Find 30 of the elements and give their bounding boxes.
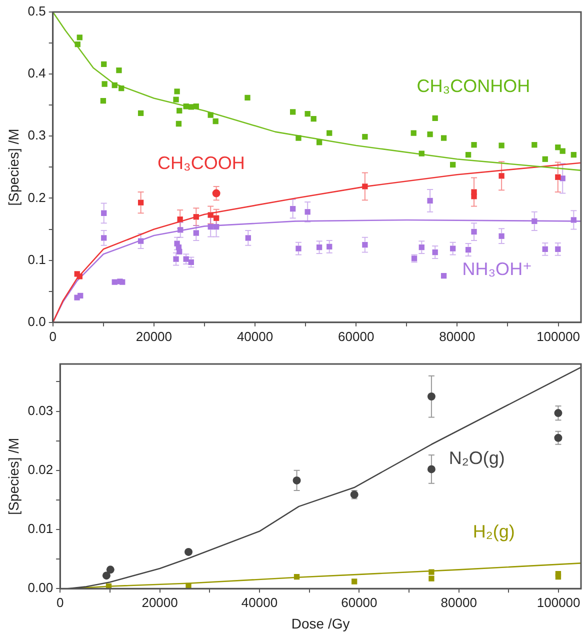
y-tick-label: 0.2	[28, 190, 46, 205]
y-tick-label: 0.03	[28, 402, 54, 418]
x-tick-label: 100000	[536, 328, 580, 344]
x-axis-title: Dose /Gy	[291, 615, 350, 632]
y-tick-label: 0.4	[28, 66, 46, 81]
y-tick-label: 0.1	[28, 252, 46, 267]
series-label: NH₃OH⁺	[462, 259, 532, 280]
x-tick-label: 100000	[536, 594, 580, 610]
x-tick-label: 80000	[440, 594, 477, 610]
x-tick-label: 20000	[142, 594, 178, 610]
series-label: N₂O(g)	[448, 448, 505, 468]
y-axis-title: [Species] /M	[5, 438, 22, 515]
x-tick-label: 40000	[241, 594, 278, 610]
y-tick-label: 0.3	[28, 128, 46, 143]
x-tick-label: 60000	[341, 594, 378, 610]
y-axis-title: [Species] /M	[5, 128, 22, 206]
y-tick-label: 0.0	[28, 314, 46, 329]
series-label: CH₃CONHOH	[416, 76, 530, 96]
text: H₂(g)	[472, 521, 515, 542]
x-tick-label: 80000	[439, 328, 476, 344]
x-tick-label: 0	[49, 328, 56, 344]
y-tick-label: 0.02	[28, 462, 54, 477]
x-tick-label: 0	[56, 594, 64, 610]
x-tick-label: 60000	[338, 328, 374, 344]
y-tick-label: 0.5	[28, 4, 46, 19]
y-tick-label: 0.00	[28, 580, 54, 596]
y-tick-label: 0.01	[28, 521, 54, 536]
x-tick-label: 40000	[236, 328, 274, 344]
x-tick-label: 20000	[136, 328, 172, 344]
series-label: CH₃COOH	[157, 153, 245, 174]
